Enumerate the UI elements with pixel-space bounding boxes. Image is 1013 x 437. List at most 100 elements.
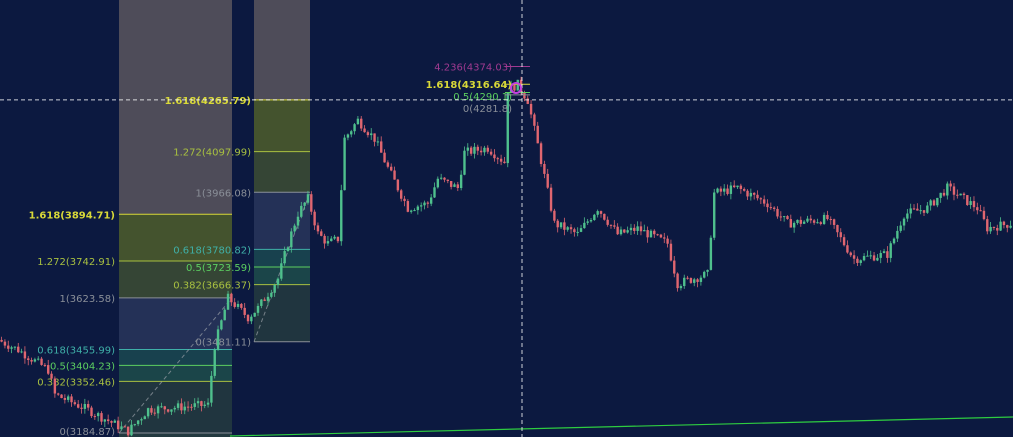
candle-body	[742, 188, 746, 191]
candle-body	[939, 192, 942, 198]
candle-body	[323, 235, 326, 244]
candle-body	[436, 178, 440, 188]
candle-body	[110, 421, 113, 423]
candle-body	[76, 404, 80, 408]
candle-body	[503, 161, 506, 164]
candle-body	[60, 394, 63, 399]
candle-body	[899, 225, 902, 231]
fib-zone	[119, 214, 232, 262]
candle-body	[310, 194, 313, 212]
candle-body	[250, 316, 253, 322]
candle-body	[27, 358, 30, 360]
fib-level-label: 1.272(3742.91)	[37, 257, 115, 268]
candle-body	[230, 293, 233, 303]
candle-body	[822, 214, 826, 224]
candle-body	[982, 210, 986, 220]
candle-body	[73, 402, 77, 405]
candle-body	[723, 188, 726, 192]
candle-body	[559, 222, 563, 228]
candle-body	[949, 183, 952, 187]
candle-body	[336, 236, 340, 242]
candle-body	[762, 199, 766, 204]
fib-zone	[119, 0, 232, 215]
candle-body	[799, 219, 802, 224]
candle-body	[366, 132, 370, 136]
fib-level-label: 1.272(4097.99)	[173, 148, 251, 159]
candle-body	[673, 260, 676, 274]
candle-body	[896, 230, 899, 239]
candle-body	[0, 339, 3, 342]
candle-body	[30, 359, 33, 362]
fib-zone	[254, 249, 310, 268]
fib-level-label: 0(3481.11)	[195, 338, 251, 349]
candle-body	[832, 219, 836, 225]
candle-body	[273, 284, 276, 293]
candle-body	[203, 404, 206, 406]
candle-body	[539, 143, 543, 164]
candle-body	[876, 257, 879, 261]
candle-body	[859, 260, 862, 263]
candle-body	[779, 216, 783, 218]
candle-body	[506, 92, 509, 164]
candle-body	[83, 404, 87, 409]
candle-body	[529, 103, 533, 115]
candle-body	[886, 251, 889, 258]
candle-body	[882, 251, 886, 253]
candle-body	[143, 416, 146, 420]
candle-body	[80, 407, 83, 409]
fib-level-label: 1.618(3894.71)	[29, 210, 115, 221]
candle-body	[669, 243, 673, 261]
candle-body	[330, 238, 333, 242]
candle-body	[549, 187, 553, 211]
candle-body	[826, 214, 829, 220]
candle-body	[786, 216, 789, 220]
candle-body	[892, 238, 896, 244]
candle-body	[316, 225, 320, 232]
candle-body	[130, 424, 133, 436]
candle-body	[350, 131, 353, 135]
candle-body	[466, 147, 469, 151]
candle-body	[409, 210, 413, 212]
candle-body	[649, 230, 653, 238]
fib-level-label: 1(3623.58)	[59, 294, 115, 305]
candle-body	[429, 197, 433, 204]
candle-body	[469, 147, 473, 154]
candle-body	[496, 158, 499, 160]
candle-body	[869, 255, 872, 257]
candle-body	[902, 218, 906, 226]
candle-body	[839, 232, 842, 238]
candle-body	[386, 162, 390, 167]
candle-body	[606, 219, 609, 225]
candle-body	[919, 210, 922, 212]
candle-body	[246, 314, 250, 322]
candle-body	[889, 243, 892, 258]
candle-body	[140, 419, 143, 421]
candle-body	[666, 238, 669, 244]
candle-body	[479, 150, 483, 153]
candle-body	[10, 347, 13, 349]
candle-body	[769, 207, 773, 209]
candle-body	[360, 118, 363, 129]
candle-body	[123, 426, 127, 428]
candle-body	[796, 219, 799, 223]
candle-body	[749, 192, 753, 197]
candle-body	[383, 152, 386, 163]
candle-body	[120, 426, 123, 430]
candle-body	[103, 419, 107, 422]
trendline	[229, 416, 1013, 437]
candle-body	[643, 230, 646, 232]
candle-body	[956, 194, 959, 196]
candle-body	[7, 345, 10, 349]
candle-body	[493, 154, 496, 159]
candle-body	[276, 278, 280, 285]
candle-body	[50, 373, 53, 379]
candle-body	[243, 307, 246, 315]
candle-body	[313, 211, 316, 226]
candle-body	[836, 224, 839, 233]
candle-body	[706, 269, 709, 272]
candle-body	[819, 222, 822, 224]
candle-body	[719, 188, 723, 192]
candle-body	[43, 364, 47, 366]
